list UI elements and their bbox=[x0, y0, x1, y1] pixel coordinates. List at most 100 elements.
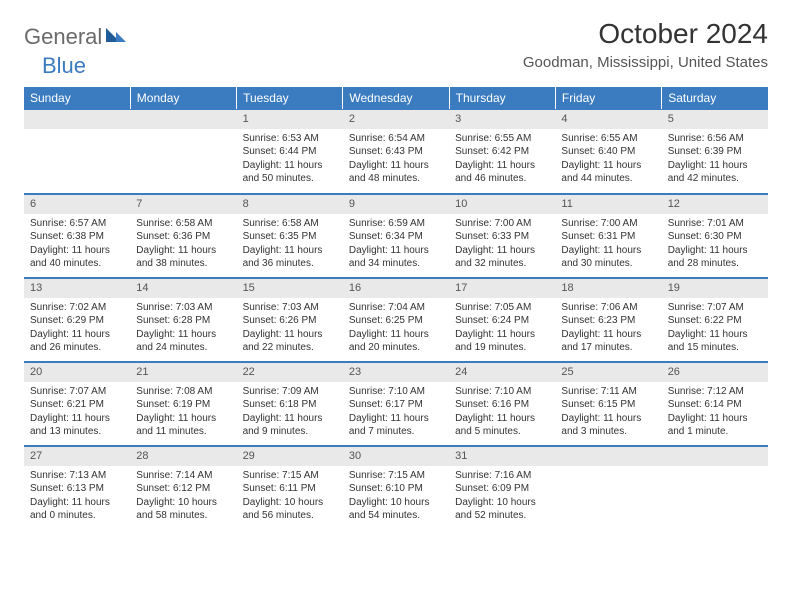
day-number bbox=[662, 445, 768, 466]
day-line: Sunrise: 7:00 AM bbox=[561, 217, 655, 231]
day-line: Sunset: 6:36 PM bbox=[136, 230, 230, 244]
day-line: Daylight: 11 hours and 19 minutes. bbox=[455, 328, 549, 355]
day-content: Sunrise: 7:04 AMSunset: 6:25 PMDaylight:… bbox=[343, 298, 449, 359]
day-content: Sunrise: 7:00 AMSunset: 6:33 PMDaylight:… bbox=[449, 214, 555, 275]
day-content: Sunrise: 7:07 AMSunset: 6:22 PMDaylight:… bbox=[662, 298, 768, 359]
day-cell: 12Sunrise: 7:01 AMSunset: 6:30 PMDayligh… bbox=[662, 193, 768, 277]
day-content: Sunrise: 7:05 AMSunset: 6:24 PMDaylight:… bbox=[449, 298, 555, 359]
day-content: Sunrise: 7:02 AMSunset: 6:29 PMDaylight:… bbox=[24, 298, 130, 359]
day-line: Sunset: 6:12 PM bbox=[136, 482, 230, 496]
day-content: Sunrise: 7:13 AMSunset: 6:13 PMDaylight:… bbox=[24, 466, 130, 527]
day-line: Daylight: 11 hours and 13 minutes. bbox=[30, 412, 124, 439]
day-number: 13 bbox=[24, 277, 130, 298]
day-content: Sunrise: 7:06 AMSunset: 6:23 PMDaylight:… bbox=[555, 298, 661, 359]
day-cell: 8Sunrise: 6:58 AMSunset: 6:35 PMDaylight… bbox=[237, 193, 343, 277]
col-header: Friday bbox=[555, 87, 661, 109]
day-number: 17 bbox=[449, 277, 555, 298]
day-line: Daylight: 11 hours and 46 minutes. bbox=[455, 159, 549, 186]
day-line: Sunrise: 7:14 AM bbox=[136, 469, 230, 483]
day-cell: 5Sunrise: 6:56 AMSunset: 6:39 PMDaylight… bbox=[662, 109, 768, 193]
week-row: 20Sunrise: 7:07 AMSunset: 6:21 PMDayligh… bbox=[24, 361, 768, 445]
day-content: Sunrise: 6:55 AMSunset: 6:40 PMDaylight:… bbox=[555, 129, 661, 190]
day-line: Sunrise: 6:58 AM bbox=[243, 217, 337, 231]
day-line: Daylight: 11 hours and 0 minutes. bbox=[30, 496, 124, 523]
day-content: Sunrise: 7:10 AMSunset: 6:17 PMDaylight:… bbox=[343, 382, 449, 443]
day-cell bbox=[555, 445, 661, 529]
day-number: 15 bbox=[237, 277, 343, 298]
day-content: Sunrise: 7:00 AMSunset: 6:31 PMDaylight:… bbox=[555, 214, 661, 275]
month-title: October 2024 bbox=[523, 18, 768, 50]
day-line: Daylight: 11 hours and 50 minutes. bbox=[243, 159, 337, 186]
day-line: Sunset: 6:33 PM bbox=[455, 230, 549, 244]
col-header: Thursday bbox=[449, 87, 555, 109]
day-content: Sunrise: 7:09 AMSunset: 6:18 PMDaylight:… bbox=[237, 382, 343, 443]
day-line: Sunset: 6:44 PM bbox=[243, 145, 337, 159]
day-line: Daylight: 11 hours and 15 minutes. bbox=[668, 328, 762, 355]
day-number: 28 bbox=[130, 445, 236, 466]
day-line: Sunset: 6:39 PM bbox=[668, 145, 762, 159]
day-number: 1 bbox=[237, 109, 343, 129]
day-line: Sunrise: 6:55 AM bbox=[455, 132, 549, 146]
day-number: 25 bbox=[555, 361, 661, 382]
day-line: Sunrise: 7:02 AM bbox=[30, 301, 124, 315]
day-line: Sunrise: 7:07 AM bbox=[30, 385, 124, 399]
day-content: Sunrise: 6:58 AMSunset: 6:35 PMDaylight:… bbox=[237, 214, 343, 275]
day-line: Sunset: 6:18 PM bbox=[243, 398, 337, 412]
day-cell: 6Sunrise: 6:57 AMSunset: 6:38 PMDaylight… bbox=[24, 193, 130, 277]
day-number: 20 bbox=[24, 361, 130, 382]
day-cell bbox=[24, 109, 130, 193]
day-cell: 29Sunrise: 7:15 AMSunset: 6:11 PMDayligh… bbox=[237, 445, 343, 529]
day-line: Sunset: 6:29 PM bbox=[30, 314, 124, 328]
day-line: Sunset: 6:10 PM bbox=[349, 482, 443, 496]
day-cell: 18Sunrise: 7:06 AMSunset: 6:23 PMDayligh… bbox=[555, 277, 661, 361]
day-number: 9 bbox=[343, 193, 449, 214]
day-line: Daylight: 11 hours and 30 minutes. bbox=[561, 244, 655, 271]
day-number: 2 bbox=[343, 109, 449, 129]
day-line: Daylight: 11 hours and 44 minutes. bbox=[561, 159, 655, 186]
day-cell: 3Sunrise: 6:55 AMSunset: 6:42 PMDaylight… bbox=[449, 109, 555, 193]
day-line: Sunrise: 7:03 AM bbox=[136, 301, 230, 315]
day-cell: 9Sunrise: 6:59 AMSunset: 6:34 PMDaylight… bbox=[343, 193, 449, 277]
day-line: Sunset: 6:31 PM bbox=[561, 230, 655, 244]
day-number: 22 bbox=[237, 361, 343, 382]
day-content: Sunrise: 6:58 AMSunset: 6:36 PMDaylight:… bbox=[130, 214, 236, 275]
day-content: Sunrise: 6:54 AMSunset: 6:43 PMDaylight:… bbox=[343, 129, 449, 190]
day-line: Daylight: 11 hours and 34 minutes. bbox=[349, 244, 443, 271]
day-line: Daylight: 11 hours and 11 minutes. bbox=[136, 412, 230, 439]
day-content: Sunrise: 7:16 AMSunset: 6:09 PMDaylight:… bbox=[449, 466, 555, 527]
day-line: Sunset: 6:22 PM bbox=[668, 314, 762, 328]
day-number: 30 bbox=[343, 445, 449, 466]
day-number: 29 bbox=[237, 445, 343, 466]
day-line: Sunrise: 7:05 AM bbox=[455, 301, 549, 315]
day-number: 5 bbox=[662, 109, 768, 129]
day-content: Sunrise: 7:07 AMSunset: 6:21 PMDaylight:… bbox=[24, 382, 130, 443]
day-line: Daylight: 11 hours and 48 minutes. bbox=[349, 159, 443, 186]
day-line: Daylight: 11 hours and 32 minutes. bbox=[455, 244, 549, 271]
day-line: Sunset: 6:42 PM bbox=[455, 145, 549, 159]
logo-text-general: General bbox=[24, 24, 102, 50]
logo-triangle-icon bbox=[106, 26, 134, 48]
day-line: Daylight: 11 hours and 7 minutes. bbox=[349, 412, 443, 439]
day-content: Sunrise: 7:10 AMSunset: 6:16 PMDaylight:… bbox=[449, 382, 555, 443]
day-line: Sunrise: 7:09 AM bbox=[243, 385, 337, 399]
day-line: Sunrise: 7:01 AM bbox=[668, 217, 762, 231]
day-number: 19 bbox=[662, 277, 768, 298]
day-number: 6 bbox=[24, 193, 130, 214]
day-number: 27 bbox=[24, 445, 130, 466]
day-content: Sunrise: 7:08 AMSunset: 6:19 PMDaylight:… bbox=[130, 382, 236, 443]
day-line: Daylight: 10 hours and 58 minutes. bbox=[136, 496, 230, 523]
day-line: Sunrise: 7:07 AM bbox=[668, 301, 762, 315]
day-line: Sunset: 6:28 PM bbox=[136, 314, 230, 328]
day-line: Daylight: 11 hours and 28 minutes. bbox=[668, 244, 762, 271]
day-line: Sunrise: 6:53 AM bbox=[243, 132, 337, 146]
day-content: Sunrise: 6:59 AMSunset: 6:34 PMDaylight:… bbox=[343, 214, 449, 275]
day-line: Sunrise: 7:15 AM bbox=[349, 469, 443, 483]
day-line: Sunset: 6:30 PM bbox=[668, 230, 762, 244]
day-content: Sunrise: 6:56 AMSunset: 6:39 PMDaylight:… bbox=[662, 129, 768, 190]
day-line: Sunset: 6:23 PM bbox=[561, 314, 655, 328]
day-line: Sunset: 6:15 PM bbox=[561, 398, 655, 412]
day-line: Daylight: 11 hours and 20 minutes. bbox=[349, 328, 443, 355]
day-line: Sunset: 6:09 PM bbox=[455, 482, 549, 496]
day-line: Sunset: 6:26 PM bbox=[243, 314, 337, 328]
day-cell: 30Sunrise: 7:15 AMSunset: 6:10 PMDayligh… bbox=[343, 445, 449, 529]
